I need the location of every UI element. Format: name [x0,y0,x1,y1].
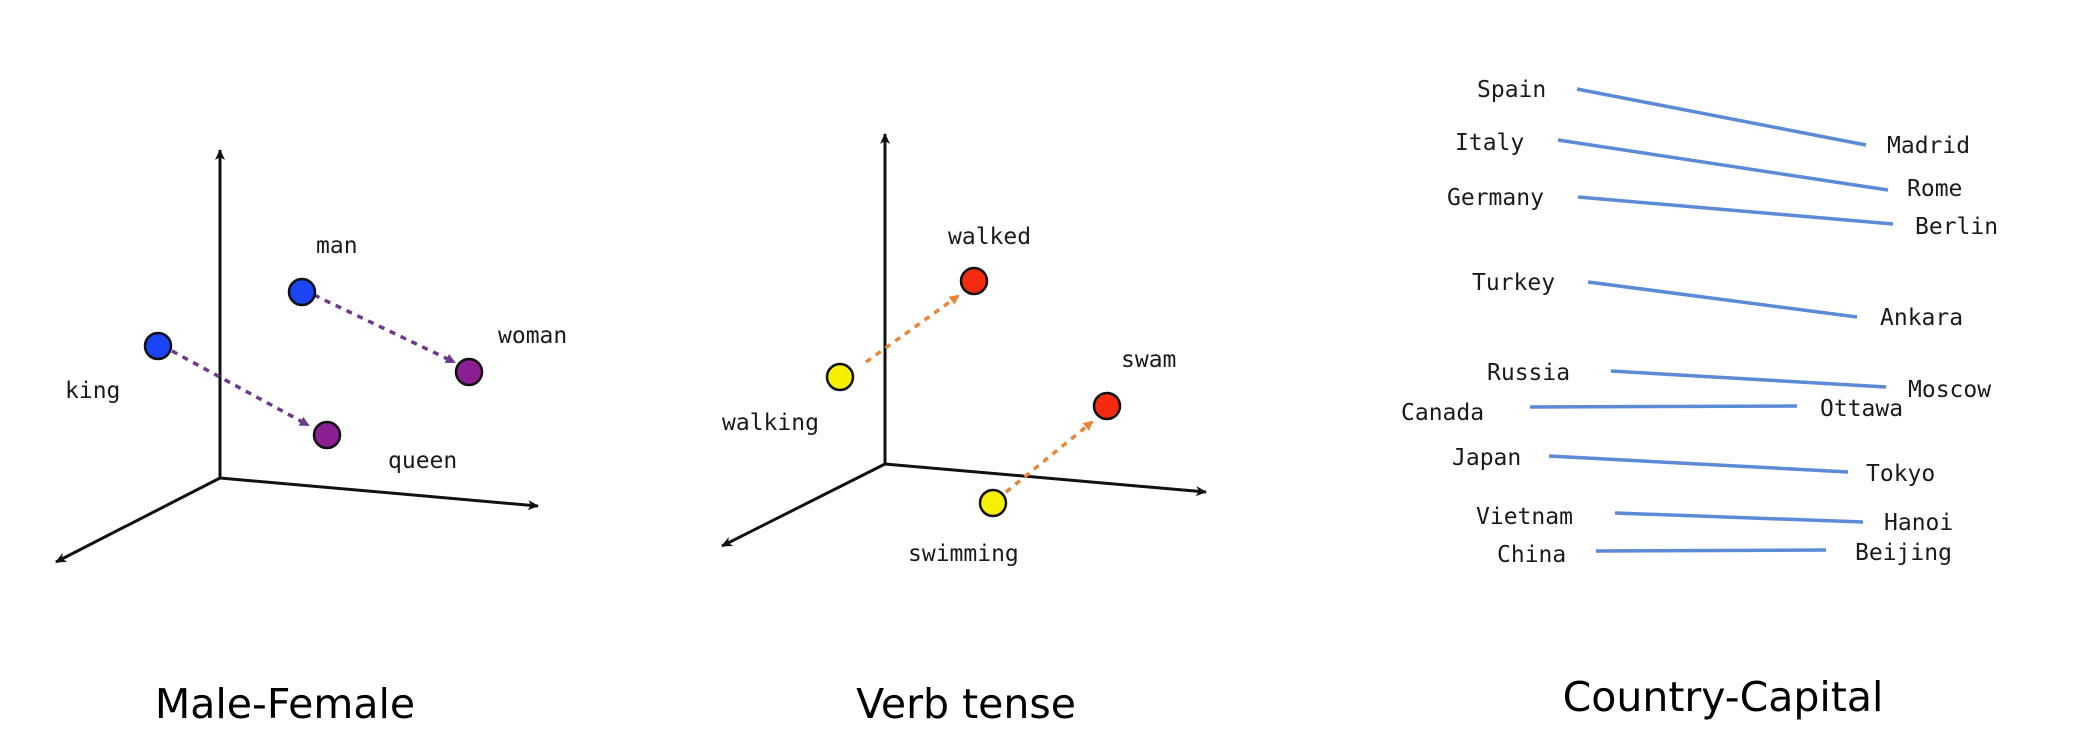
country-germany: Germany [1447,185,1544,211]
pair-canada-ottawa: Canada Ottawa [1401,396,1903,426]
point-walking [825,362,855,392]
x-axis [219,476,539,511]
caption-male-female: Male-Female [155,680,415,728]
panel-country-capital: Spain Madrid Italy Rome Germany Berlin T… [1401,77,1998,721]
z-axis [55,476,221,564]
caption-verb-tense: Verb tense [856,680,1076,728]
pair-italy-rome: Italy Rome [1455,130,1962,202]
capital-ankara: Ankara [1880,305,1963,331]
link-spain-madrid [1576,87,1867,147]
country-canada: Canada [1401,400,1484,426]
capital-hanoi: Hanoi [1884,510,1953,536]
pair-spain-madrid: Spain Madrid [1477,77,1970,159]
label-swam: swam [1121,347,1176,373]
point-queen [312,420,342,450]
capital-madrid: Madrid [1887,133,1970,159]
point-swimming [978,488,1008,518]
link-turkey-ankara [1587,280,1858,319]
pair-turkey-ankara: Turkey Ankara [1472,270,1963,331]
arrow-king-queen [171,349,310,427]
pair-germany-berlin: Germany Berlin [1447,185,1998,240]
axes-verb-tense [721,133,1207,548]
arrow-walking-walked [864,294,960,364]
pair-japan-tokyo: Japan Tokyo [1452,445,1935,487]
label-king: king [65,378,120,404]
country-japan: Japan [1452,445,1521,471]
z-axis [721,462,886,548]
label-man: man [316,233,358,259]
country-spain: Spain [1477,77,1546,103]
pair-russia-moscow: Russia Moscow [1487,360,1991,403]
x-axis [884,462,1207,497]
label-walked: walked [948,224,1031,250]
panel-male-female: king man queen woman Male-Female [55,149,567,728]
country-turkey: Turkey [1472,270,1555,296]
link-vietnam-hanoi [1614,511,1864,524]
capital-ottawa: Ottawa [1820,396,1903,422]
label-walking: walking [722,410,819,436]
point-king [143,331,173,361]
country-vietnam: Vietnam [1476,504,1573,530]
country-china: China [1497,542,1566,568]
label-swimming: swimming [908,541,1019,567]
country-italy: Italy [1455,130,1524,156]
capital-rome: Rome [1907,176,1962,202]
panel-verb-tense: walking walked swimming swam Verb tense [721,133,1207,728]
link-italy-rome [1557,138,1889,192]
arrow-man-woman [313,293,456,364]
link-japan-tokyo [1548,454,1849,474]
arrows-verb-tense [864,294,1094,494]
pair-vietnam-hanoi: Vietnam Hanoi [1476,504,1953,536]
label-woman: woman [498,323,567,349]
point-man [287,277,317,307]
link-russia-moscow [1610,369,1887,389]
caption-country-capital: Country-Capital [1563,673,1884,721]
link-germany-berlin [1577,195,1894,226]
arrows-male-female [171,293,456,427]
pair-china-beijing: China Beijing [1497,540,1952,568]
capital-moscow: Moscow [1908,377,1991,403]
link-canada-ottawa [1529,404,1798,409]
point-walked [959,266,989,296]
capital-tokyo: Tokyo [1866,461,1935,487]
point-swam [1092,391,1122,421]
point-woman [454,357,484,387]
country-russia: Russia [1487,360,1570,386]
link-china-beijing [1595,548,1827,553]
capital-berlin: Berlin [1915,214,1998,240]
capital-beijing: Beijing [1855,540,1952,566]
label-queen: queen [388,448,457,474]
axes-male-female [55,149,539,564]
